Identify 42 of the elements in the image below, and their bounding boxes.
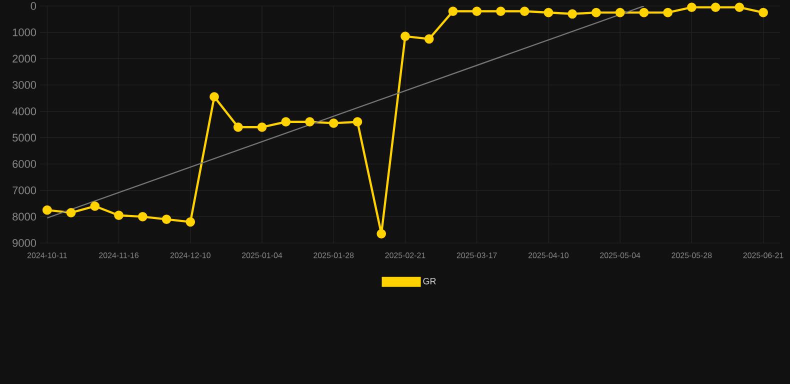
- point: [758, 8, 768, 18]
- point: [544, 8, 554, 18]
- y-tick-label: 3000: [12, 81, 36, 89]
- y-tick-label: 7000: [12, 186, 36, 194]
- point: [281, 117, 291, 127]
- point: [472, 6, 482, 16]
- point: [90, 201, 100, 211]
- y-tick-label: 9000: [12, 239, 36, 247]
- y-tick-label: 4000: [12, 107, 36, 116]
- point: [615, 8, 625, 18]
- point: [328, 118, 338, 128]
- point: [42, 205, 52, 215]
- y-tick-label: 2000: [12, 54, 36, 63]
- point: [592, 8, 601, 18]
- point: [233, 122, 243, 132]
- point: [520, 6, 530, 16]
- point: [162, 214, 172, 224]
- y-tick-label: 8000: [12, 212, 36, 221]
- point: [424, 34, 434, 44]
- point: [400, 32, 410, 41]
- point: [114, 210, 124, 220]
- y-tick-label: 5000: [12, 134, 36, 142]
- point: [687, 2, 696, 12]
- y-tick-label: 1000: [12, 28, 36, 36]
- point: [138, 212, 148, 222]
- point: [210, 92, 219, 102]
- point: [376, 229, 386, 238]
- y-tick-label: 0: [30, 2, 36, 10]
- point: [710, 2, 720, 12]
- point: [352, 117, 362, 127]
- legend-label: GR: [423, 278, 436, 284]
- point: [305, 117, 314, 127]
- point: [639, 8, 649, 18]
- point: [448, 6, 458, 16]
- point: [257, 122, 267, 132]
- point: [568, 9, 578, 19]
- point: [496, 6, 506, 16]
- point: [663, 8, 672, 18]
- point: [66, 208, 76, 218]
- point: [734, 2, 744, 12]
- y-tick-label: 6000: [12, 160, 36, 168]
- point: [186, 217, 196, 227]
